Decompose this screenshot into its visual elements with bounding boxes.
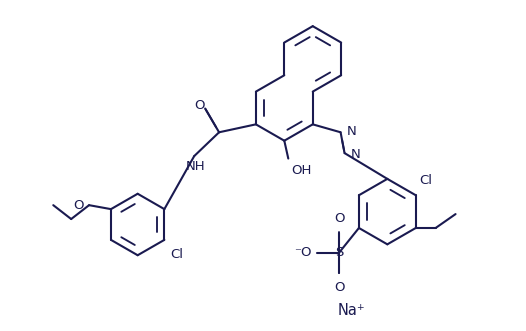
Text: NH: NH	[185, 160, 205, 173]
Text: O: O	[194, 99, 205, 112]
Text: N: N	[350, 148, 360, 161]
Text: O: O	[334, 212, 345, 225]
Text: O: O	[74, 199, 84, 212]
Text: OH: OH	[291, 164, 311, 176]
Text: Na⁺: Na⁺	[338, 303, 365, 318]
Text: O: O	[334, 281, 345, 294]
Text: Cl: Cl	[170, 248, 184, 261]
Text: Cl: Cl	[420, 174, 433, 187]
Text: S: S	[335, 246, 343, 259]
Text: ⁻O: ⁻O	[294, 246, 311, 259]
Text: N: N	[347, 125, 356, 138]
